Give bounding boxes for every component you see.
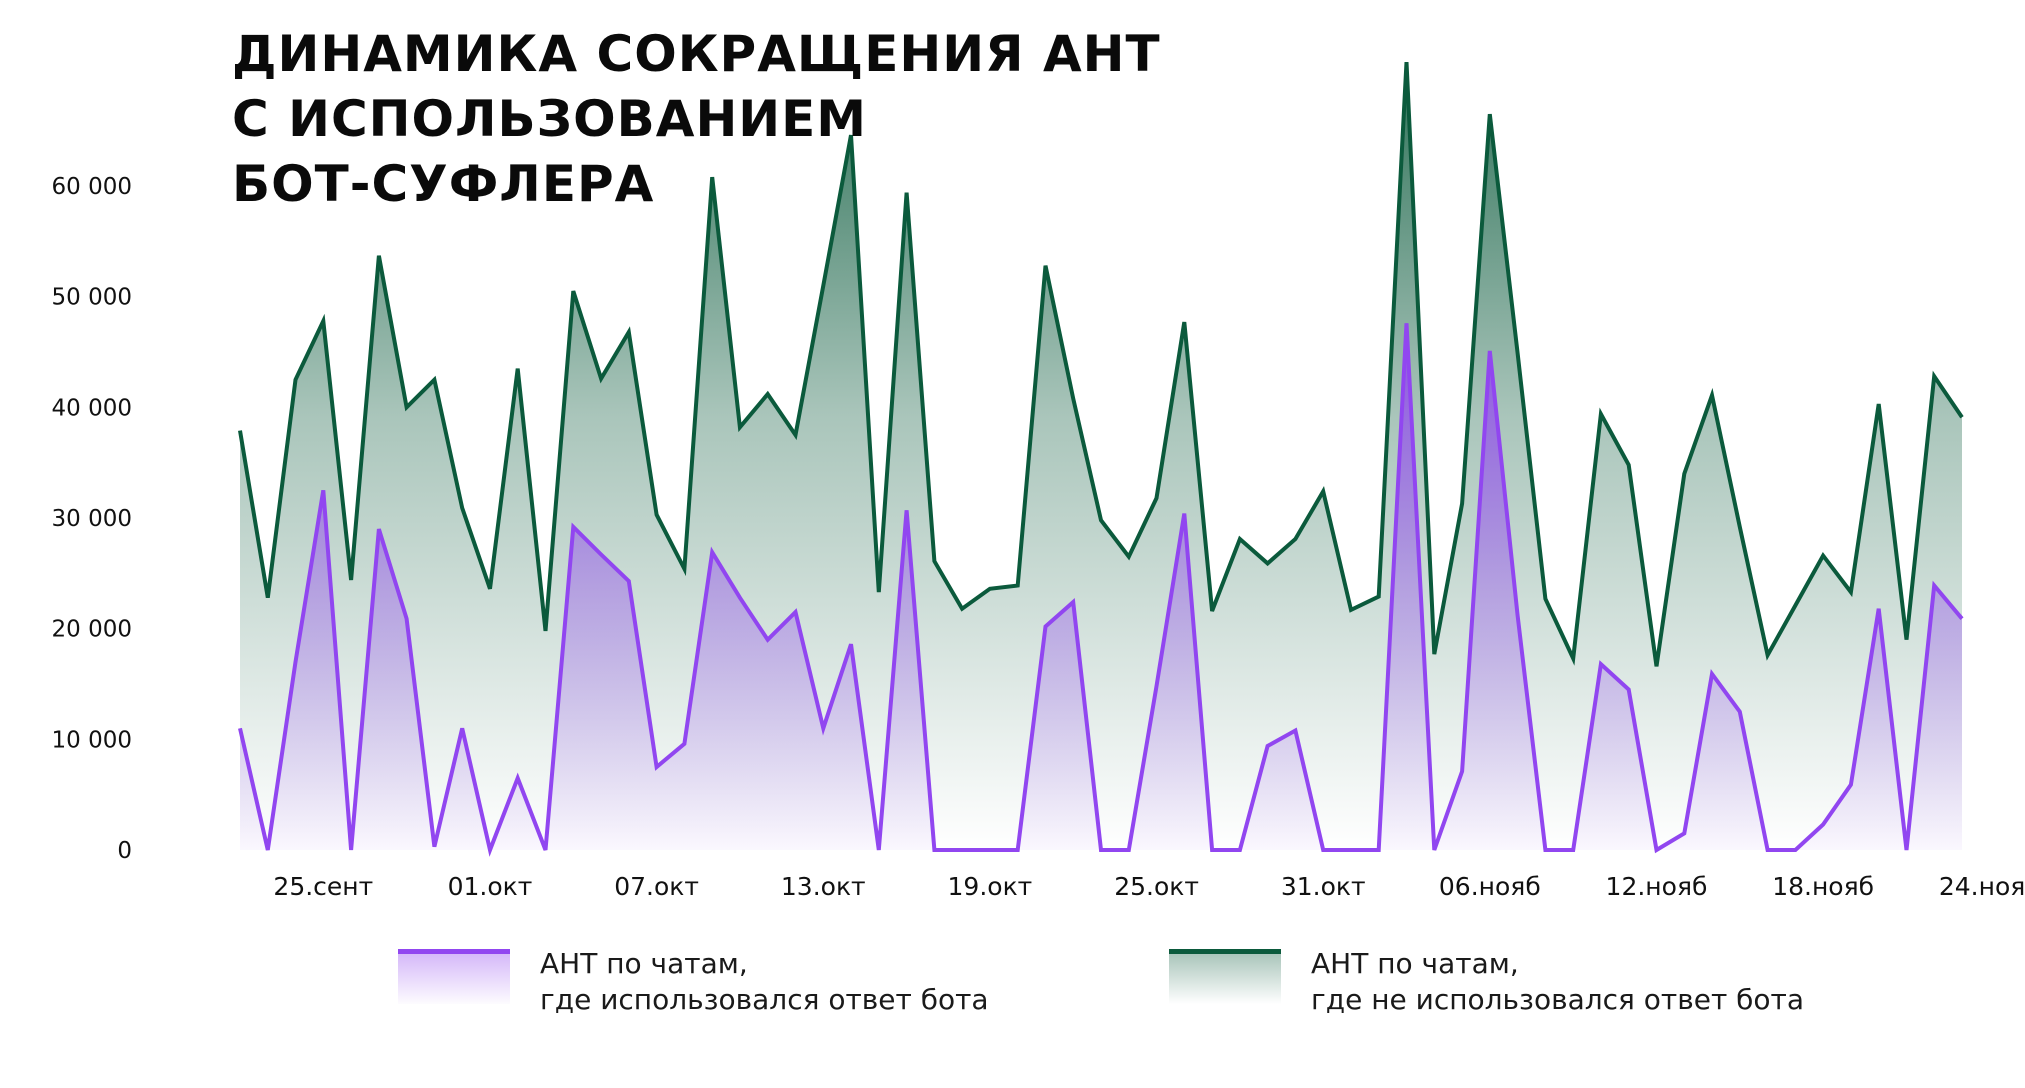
legend-label-line: где не использовался ответ бота [1311, 983, 1805, 1016]
x-tick-label: 25.окт [1114, 872, 1199, 901]
series-without-bot [238, 61, 1964, 851]
y-tick-label: 0 [117, 838, 132, 864]
legend-label-line: АНТ по чатам, [540, 947, 748, 980]
y-tick-label: 10 000 [52, 727, 132, 753]
y-tick-label: 30 000 [52, 506, 132, 532]
legend-label-line: где использовался ответ бота [540, 983, 989, 1016]
x-tick-label: 12.нояб [1606, 872, 1708, 901]
legend-item-with-bot: АНТ по чатам, где использовался ответ бо… [398, 946, 989, 1018]
series-without-bot-area [240, 62, 1962, 851]
legend-swatch-green [1169, 946, 1281, 1004]
x-tick-label: 06.нояб [1439, 872, 1541, 901]
x-tick-label: 25.сент [273, 872, 373, 901]
chart-title-line: ДИНАМИКА СОКРАЩЕНИЯ АНТ [232, 25, 1161, 83]
legend-item-without-bot: АНТ по чатам, где не использовался ответ… [1169, 946, 1804, 1018]
x-tick-label: 13.окт [781, 872, 866, 901]
x-tick-label: 07.окт [614, 872, 699, 901]
chart-title-line: БОТ-СУФЛЕРА [232, 155, 655, 213]
y-tick-label: 50 000 [52, 285, 132, 311]
y-axis: 0 10 000 20 000 30 000 40 000 50 000 60 000 [52, 174, 132, 864]
y-tick-label: 20 000 [52, 617, 132, 643]
x-tick-label: 31.окт [1281, 872, 1366, 901]
x-tick-label: 18.нояб [1772, 872, 1874, 901]
x-tick-label: 01.окт [448, 872, 533, 901]
chart-title-line: С ИСПОЛЬЗОВАНИЕМ [232, 90, 868, 148]
plot-area [238, 61, 1964, 857]
y-tick-label: 40 000 [52, 395, 132, 421]
y-tick-label: 60 000 [52, 174, 132, 200]
series-with-bot-area [240, 323, 1962, 850]
x-axis: 25.сент 01.окт 07.окт 13.окт 19.окт 25.окт 31.… [273, 872, 2025, 901]
legend-label: АНТ по чатам, где не использовался ответ… [1311, 946, 1804, 1018]
legend-swatch-purple [398, 946, 510, 1004]
x-tick-label: 24.нояб [1939, 872, 2025, 901]
legend-label-line: АНТ по чатам, [1311, 947, 1519, 980]
chart-title: ДИНАМИКА СОКРАЩЕНИЯ АНТ С ИСПОЛЬЗОВАНИЕМ… [232, 22, 1332, 217]
legend-label: АНТ по чатам, где использовался ответ бо… [540, 946, 989, 1018]
x-tick-label: 19.окт [948, 872, 1033, 901]
series-with-bot [238, 323, 1964, 857]
